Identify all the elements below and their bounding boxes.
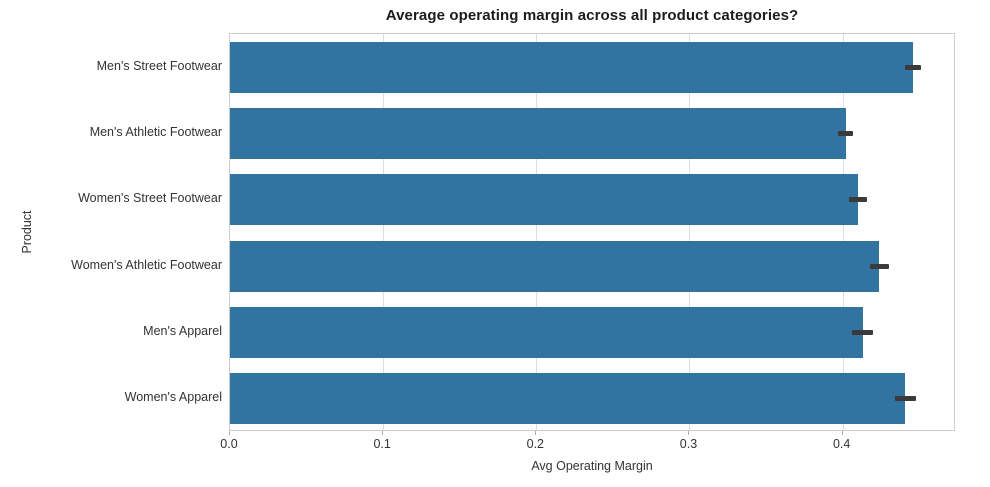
gridline — [842, 34, 844, 430]
x-tick-mark — [688, 431, 690, 435]
x-tick-label: 0.2 — [526, 437, 545, 451]
x-tick-mark — [229, 431, 230, 435]
y-tick-label: Men's Apparel — [143, 324, 222, 338]
error-bar — [851, 330, 874, 335]
chart-title: Average operating margin across all prod… — [385, 7, 799, 24]
error-bar — [838, 131, 854, 136]
error-bar — [894, 396, 917, 402]
bar-Women's Apparel — [230, 373, 906, 425]
x-tick-mark — [841, 431, 843, 435]
gridline — [383, 34, 385, 430]
gridline — [536, 34, 538, 430]
error-bar — [905, 64, 921, 70]
bar-Women's Street Footwear — [230, 174, 858, 226]
x-tick-mark — [382, 431, 384, 435]
y-tick-label: Women's Street Footwear — [78, 191, 222, 206]
x-tick-row: 0.0 0.1 0.2 0.3 0.4 — [220, 431, 955, 457]
y-tick-label: Women's Athletic Footwear — [71, 257, 222, 272]
x-tick-label: 0.4 — [832, 437, 851, 451]
x-tick-label: 0.1 — [373, 437, 391, 451]
bar-Women's Athletic Footwear — [230, 240, 880, 292]
error-bar — [870, 263, 889, 269]
x-axis-title: Avg Operating Margin — [531, 459, 653, 473]
x-tick-mark — [535, 431, 537, 435]
y-tick-label: Men's Athletic Footwear — [89, 125, 222, 139]
x-tick-label: 0.3 — [679, 437, 698, 451]
x-tick-label: 0.0 — [220, 437, 238, 451]
bar-Men's Apparel — [230, 307, 863, 358]
gridline — [689, 34, 691, 430]
y-tick-labels: Men's Street Footwear Men's Athletic Foot… — [0, 33, 222, 431]
bar-Men's Athletic Footwear — [230, 108, 846, 159]
bar-Men's Street Footwear — [230, 41, 914, 93]
y-tick-label: Men's Street Footwear — [96, 58, 222, 73]
y-tick-label: Women's Apparel — [124, 390, 222, 405]
error-bar — [848, 197, 868, 203]
plot-area — [229, 33, 955, 431]
